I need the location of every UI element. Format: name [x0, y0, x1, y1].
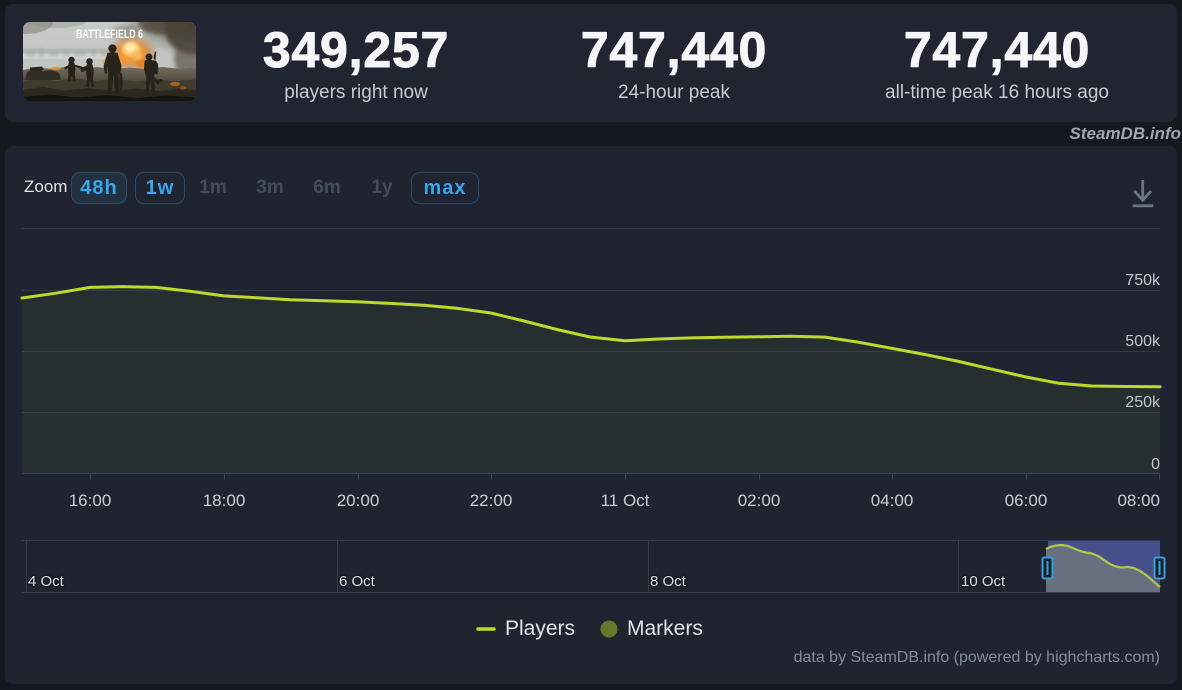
svg-text:BATTLEFIELD 6: BATTLEFIELD 6: [76, 29, 143, 41]
